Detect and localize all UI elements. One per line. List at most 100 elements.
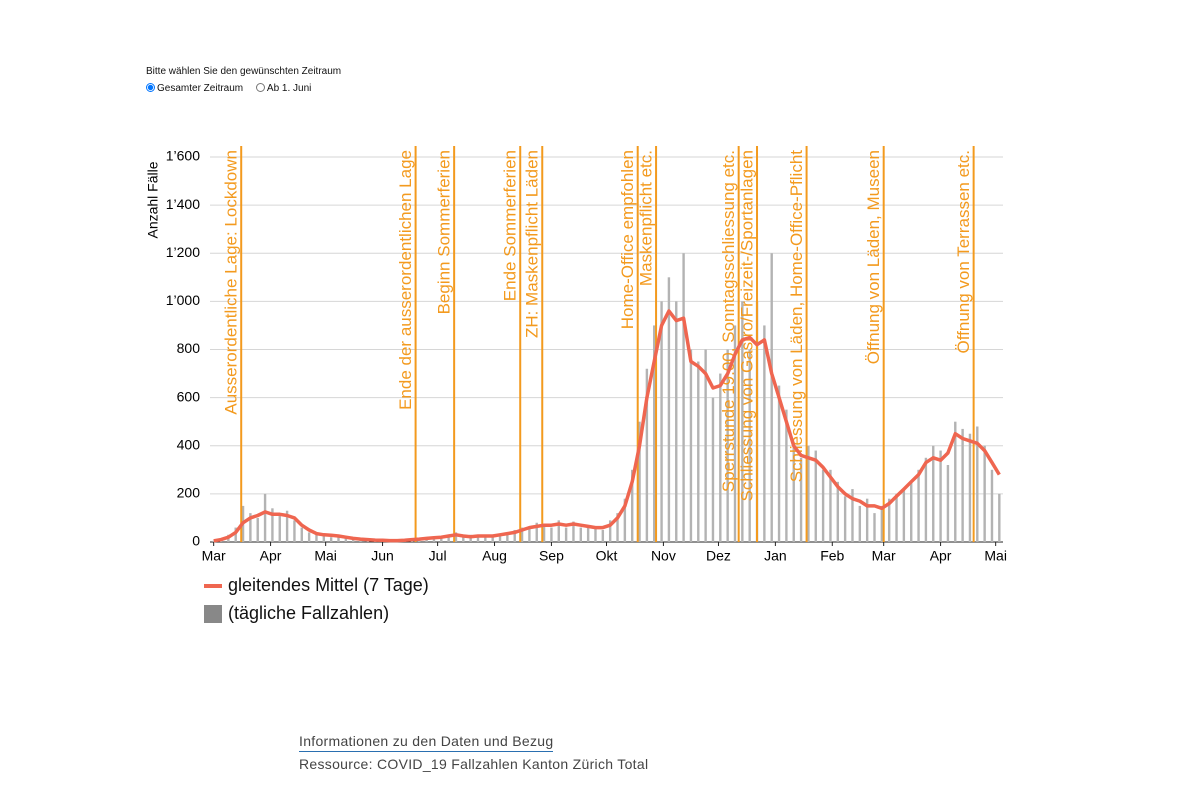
bar [719,373,722,542]
bar [667,277,671,542]
bar [689,349,693,542]
bar [682,253,685,542]
bar [307,532,311,542]
bar [733,325,737,542]
bar [829,469,832,542]
bar [954,421,957,542]
x-tick-label: Sep [539,548,564,564]
bar [990,469,994,542]
bar [630,469,634,542]
bar [212,540,215,542]
bar [263,493,267,542]
bar [638,421,641,542]
bar [579,527,583,542]
radio[interactable] [146,83,155,92]
radio-option[interactable]: Gesamter Zeitraum [146,83,243,94]
bar [799,457,803,542]
x-tick-label: Mai [984,548,1007,564]
bar [792,445,795,542]
bar [498,533,502,542]
bar [594,528,597,542]
bar [344,538,348,542]
bar [484,537,487,542]
legend-swatch [204,605,222,623]
bar [293,520,296,542]
bar [234,527,237,542]
bar [697,361,700,542]
bar [557,520,560,542]
bar [983,445,986,542]
chart: Anzahl Fälle Ausserordentliche Lage: Loc… [145,146,1007,623]
x-tick-label: Apr [930,548,952,564]
bar [300,527,303,542]
event-label: Schliessung von Gastro/Freizeit-/Sportan… [738,150,757,502]
bar [836,481,839,542]
radio[interactable] [255,83,265,92]
bar [601,529,605,542]
bar [770,253,773,542]
resource: Ressource: COVID_19 Fallzahlen Kanton Zü… [299,756,649,772]
bar [608,520,612,542]
bar [322,533,326,542]
bar [785,409,788,542]
bar [858,505,862,542]
info-link[interactable]: Informationen zu den Daten und Bezug [299,733,554,752]
bar [821,469,825,542]
radio-label[interactable]: Gesamter Zeitraum [157,83,244,94]
bar [256,517,259,542]
x-tick-label: Jan [764,548,787,564]
bar [278,515,281,542]
event-label: ZH: Maskenpflicht Läden [523,150,542,338]
bar [520,527,524,542]
bar [440,535,443,542]
legend-label: gleitendes Mittel (7 Tage) [228,575,429,595]
event-label: Maskenpflicht etc. [637,150,656,286]
bar [961,428,964,542]
x-tick-label: Mar [872,548,896,564]
bar [476,535,480,542]
bar [645,368,649,542]
bar [572,521,575,542]
bar [491,534,494,542]
bar [777,385,781,542]
bar [564,527,568,542]
y-tick-label: 1’200 [166,244,200,260]
bar [880,505,884,542]
y-tick-label: 400 [177,436,201,452]
bar [843,496,847,542]
event-label: Sperrstunde 19.00, Sonntagsschliessung e… [719,150,738,492]
bar [337,534,340,542]
bar [623,498,627,542]
event-label: Beginn Sommerferien [435,150,454,314]
radio-option[interactable]: Ab 1. Juni [255,83,312,94]
x-tick-label: Aug [482,548,507,564]
y-tick-label: 0 [192,533,200,549]
bar [315,534,318,542]
bar [271,508,274,542]
bar [528,528,531,542]
bar [851,489,854,542]
footer: Informationen zu den Daten und Bezug Res… [299,733,648,772]
y-tick-label: 1’600 [166,148,200,164]
event-label: Home-Office empfohlen [618,150,637,329]
bar [865,498,869,542]
x-tick-label: Dez [706,548,731,564]
bar [873,513,876,542]
x-tick-label: Nov [651,548,676,564]
event-label: Ende der ausserordentlichen Lage [396,150,415,410]
y-tick-label: 200 [177,485,201,501]
bar [711,397,715,542]
y-axis-label: Anzahl Fälle [145,161,161,238]
bar [939,450,942,542]
bar [763,325,766,542]
bar [814,450,817,542]
x-tick-label: Jun [371,548,394,564]
bar [550,527,553,542]
controls: Bitte wählen Sie den gewünschten Zeitrau… [146,66,341,94]
bar [704,349,707,542]
event-label: Öffnung von Läden, Museen [864,150,883,364]
event-label: Ende Sommerferien [501,150,520,301]
radio-label[interactable]: Ab 1. Juni [266,83,312,94]
bar [432,537,436,542]
